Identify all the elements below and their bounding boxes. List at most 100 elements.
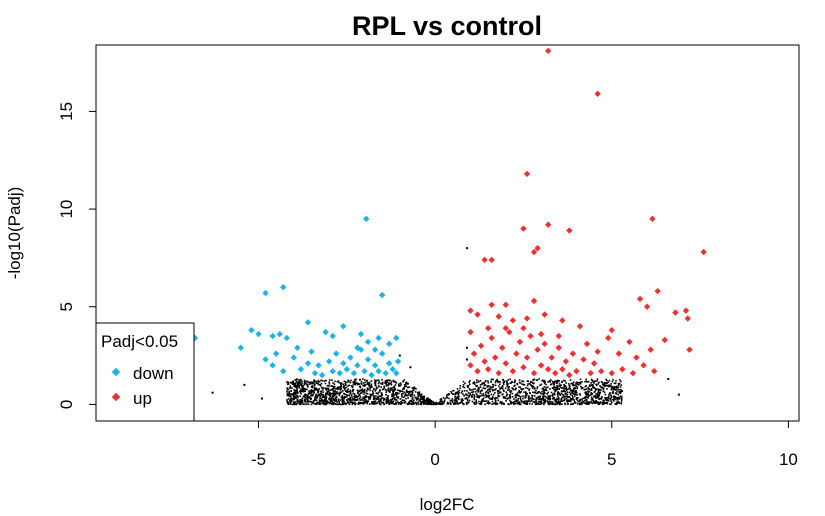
ns-point	[332, 390, 335, 393]
ns-point	[515, 387, 517, 390]
ns-point	[395, 391, 397, 394]
ns-point	[598, 402, 601, 404]
ns-point	[299, 391, 302, 394]
down-point	[364, 356, 372, 363]
ns-point	[526, 402, 529, 404]
ns-point	[515, 396, 517, 399]
ns-point	[288, 395, 291, 397]
ns-point	[607, 399, 610, 402]
ns-point	[585, 402, 587, 404]
ns-point	[477, 394, 480, 397]
ns-point	[587, 386, 590, 389]
up-point	[559, 317, 566, 324]
down-point	[262, 356, 269, 363]
ns-point	[294, 393, 296, 395]
up-point	[649, 215, 656, 223]
up-point	[467, 307, 474, 314]
ns-point	[453, 399, 456, 401]
down-point	[308, 348, 315, 355]
ns-point	[337, 392, 339, 395]
ns-point	[539, 397, 541, 399]
ns-point	[375, 397, 378, 400]
ns-point	[597, 396, 600, 399]
ns-point	[592, 383, 594, 386]
up-point	[523, 354, 531, 361]
ns-point	[477, 391, 479, 393]
ns-point	[350, 394, 353, 396]
ns-point	[595, 393, 597, 395]
ns-point	[550, 383, 553, 385]
ns-point	[539, 392, 542, 394]
down-point	[386, 360, 393, 367]
ns-point	[448, 394, 450, 396]
ns-point	[304, 380, 307, 383]
ns-point	[292, 401, 295, 403]
ns-point	[307, 392, 310, 395]
ns-point	[573, 399, 575, 401]
ns-point	[314, 398, 317, 401]
ns-point	[492, 402, 495, 405]
ns-point	[402, 390, 404, 393]
ns-point	[506, 397, 508, 400]
ns-point	[565, 389, 568, 392]
ns-point	[307, 393, 310, 396]
ns-point	[576, 394, 578, 396]
ns-point	[370, 386, 372, 389]
ns-point	[383, 398, 386, 400]
ns-point	[517, 399, 519, 402]
ns-point	[514, 402, 516, 405]
ns-point	[496, 397, 499, 399]
ns-point	[341, 400, 344, 403]
ns-point	[331, 379, 333, 381]
ns-point	[303, 394, 305, 397]
ns-point	[382, 398, 385, 400]
ns-point	[325, 393, 327, 395]
ns-point	[426, 402, 429, 404]
ns-point	[367, 400, 370, 402]
ns-point	[443, 400, 446, 403]
ns-point	[492, 393, 495, 396]
ns-point	[565, 382, 567, 384]
ns-point	[392, 392, 394, 395]
ns-point	[535, 403, 538, 405]
ns-point	[535, 389, 537, 392]
ns-point	[463, 389, 466, 392]
ns-point	[340, 396, 343, 399]
ns-point	[440, 399, 443, 401]
ns-point	[345, 403, 347, 406]
ns-point	[339, 399, 342, 401]
ns-point	[586, 402, 589, 404]
ns-point	[349, 401, 352, 404]
ns-point	[473, 395, 476, 398]
ns-point	[298, 384, 300, 387]
ns-point	[612, 378, 614, 381]
ns-point	[408, 401, 410, 404]
ns-point	[524, 391, 527, 393]
ns-point	[550, 383, 552, 386]
ns-point	[293, 389, 295, 391]
ns-point	[377, 398, 380, 401]
ns-point	[494, 399, 497, 401]
ns-point	[460, 401, 462, 404]
ns-point	[519, 401, 521, 403]
ns-point	[514, 394, 517, 396]
ns-point	[543, 401, 546, 404]
ns-point	[394, 393, 397, 396]
ns-point	[335, 396, 338, 399]
ns-point	[358, 379, 361, 381]
ns-point	[449, 401, 451, 404]
ns-point	[614, 398, 616, 401]
y-tick-label: 5	[57, 302, 76, 311]
ns-point	[591, 393, 594, 395]
ns-point	[487, 384, 490, 387]
ns-point	[522, 397, 524, 400]
ns-point	[384, 388, 387, 391]
ns-point	[304, 400, 307, 402]
ns-point	[377, 379, 380, 381]
ns-point	[490, 386, 492, 389]
ns-point	[340, 384, 342, 386]
ns-point	[320, 398, 323, 400]
ns-point	[376, 392, 379, 395]
ns-point	[362, 397, 364, 400]
ns-point	[305, 393, 307, 396]
